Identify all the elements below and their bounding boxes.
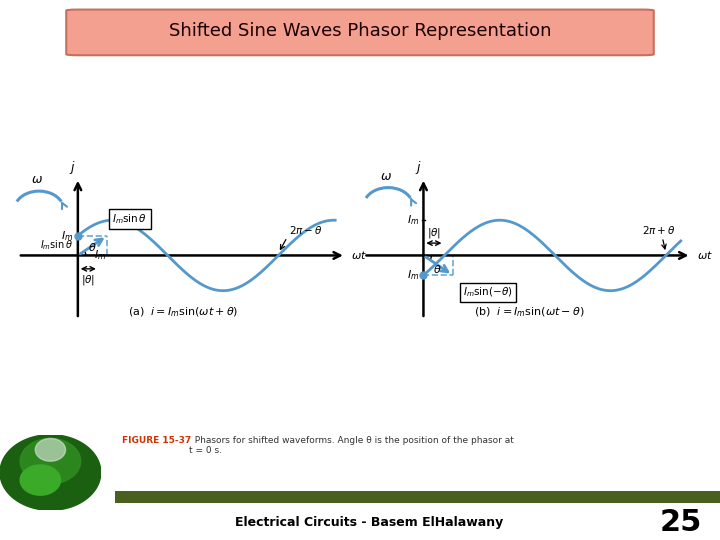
Text: $I_m\sin(-\theta)$: $I_m\sin(-\theta)$ <box>463 286 513 299</box>
Text: $\omega t$: $\omega t$ <box>697 249 713 261</box>
Polygon shape <box>20 438 81 484</box>
Text: FIGURE 15-37: FIGURE 15-37 <box>122 435 192 444</box>
Text: 25: 25 <box>660 509 702 537</box>
Text: $I_m$: $I_m$ <box>61 229 73 242</box>
Text: $I_m \sin\theta$: $I_m \sin\theta$ <box>40 238 73 252</box>
Text: $I_m$: $I_m$ <box>407 213 419 227</box>
FancyBboxPatch shape <box>66 10 654 55</box>
Text: $\theta$: $\theta$ <box>433 263 442 275</box>
Polygon shape <box>35 438 66 461</box>
Text: $j$: $j$ <box>69 159 76 176</box>
Text: $I_m$: $I_m$ <box>94 248 107 262</box>
Polygon shape <box>0 435 101 510</box>
Polygon shape <box>20 465 60 495</box>
Text: $\omega$: $\omega$ <box>31 173 42 186</box>
Text: $|\theta|$: $|\theta|$ <box>81 273 95 287</box>
Text: $2\pi - \theta$: $2\pi - \theta$ <box>289 224 323 236</box>
Text: $2\pi + \theta$: $2\pi + \theta$ <box>642 224 675 236</box>
Text: Phasors for shifted waveforms. Angle θ is the position of the phasor at
t = 0 s.: Phasors for shifted waveforms. Angle θ i… <box>189 435 513 455</box>
Text: $\theta$: $\theta$ <box>88 241 96 253</box>
Text: (b)  $i = I_m\sin(\omega t - \theta)$: (b) $i = I_m\sin(\omega t - \theta)$ <box>474 305 585 319</box>
Text: (a)  $i = I_m\sin(\omega t + \theta)$: (a) $i = I_m\sin(\omega t + \theta)$ <box>128 305 239 319</box>
Text: $I_m$: $I_m$ <box>407 268 419 282</box>
Text: $j$: $j$ <box>415 159 422 176</box>
Text: Electrical Circuits - Basem ElHalawany: Electrical Circuits - Basem ElHalawany <box>235 516 503 530</box>
Text: $\omega$: $\omega$ <box>379 170 392 183</box>
Text: $I_m\sin\theta$: $I_m\sin\theta$ <box>112 212 148 226</box>
Text: $|\theta|$: $|\theta|$ <box>427 226 441 240</box>
Text: $\omega t$: $\omega t$ <box>351 249 367 261</box>
Text: Shifted Sine Waves Phasor Representation: Shifted Sine Waves Phasor Representation <box>168 23 552 40</box>
